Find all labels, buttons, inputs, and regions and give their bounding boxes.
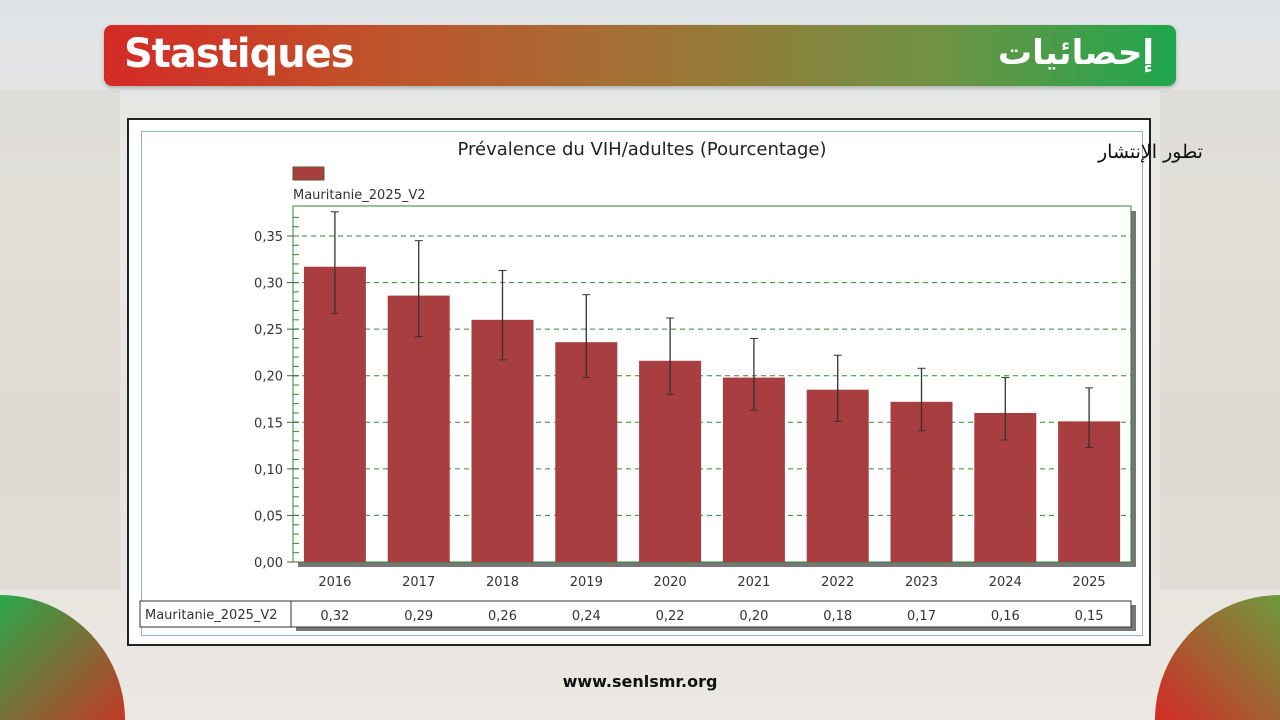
x-tick-label: 2021 xyxy=(737,575,770,590)
legend-label: Mauritanie_2025_V2 xyxy=(293,188,426,203)
x-tick-label: 2025 xyxy=(1073,575,1106,590)
table-value: 0,18 xyxy=(823,609,852,624)
bar-2016 xyxy=(303,266,366,562)
x-tick-label: 2020 xyxy=(654,575,687,590)
background-building xyxy=(1160,90,1280,590)
y-tick-label: 0,15 xyxy=(254,416,283,431)
x-tick-label: 2024 xyxy=(989,575,1022,590)
y-tick-label: 0,10 xyxy=(254,463,283,478)
x-tick-label: 2017 xyxy=(402,575,435,590)
table-value: 0,16 xyxy=(991,609,1020,624)
table-value: 0,22 xyxy=(656,609,685,624)
x-tick-label: 2016 xyxy=(318,575,351,590)
table-value: 0,20 xyxy=(739,609,768,624)
x-tick-label: 2019 xyxy=(570,575,603,590)
bar-2017 xyxy=(387,295,450,562)
table-value: 0,32 xyxy=(320,609,349,624)
table-value: 0,24 xyxy=(572,609,601,624)
table-value: 0,26 xyxy=(488,609,517,624)
table-value: 0,17 xyxy=(907,609,936,624)
y-tick-label: 0,35 xyxy=(254,230,283,245)
y-tick-label: 0,25 xyxy=(254,323,283,338)
banner-title-ar: إحصائيات xyxy=(997,33,1154,73)
data-table-row xyxy=(139,600,1132,628)
y-tick-label: 0,05 xyxy=(254,509,283,524)
x-tick-label: 2018 xyxy=(486,575,519,590)
banner-title-fr: Stastiques xyxy=(124,31,355,77)
x-tick-label: 2023 xyxy=(905,575,938,590)
table-value: 0,29 xyxy=(404,609,433,624)
y-tick-label: 0,00 xyxy=(254,556,283,571)
y-tick-label: 0,20 xyxy=(254,370,283,385)
footer-url: www.senlsmr.org xyxy=(562,672,718,691)
legend-swatch xyxy=(292,166,325,181)
y-tick-label: 0,30 xyxy=(254,277,283,292)
chart-subtitle-ar: تطور الإنتشار xyxy=(1097,141,1203,163)
background-building xyxy=(0,90,120,590)
bar-2019 xyxy=(555,342,618,562)
x-tick-label: 2022 xyxy=(821,575,854,590)
table-value: 0,15 xyxy=(1075,609,1104,624)
chart-title: Prévalence du VIH/adultes (Pourcentage) xyxy=(458,139,827,160)
header-banner: Stastiques إحصائيات xyxy=(104,25,1176,86)
table-row-label: Mauritanie_2025_V2 xyxy=(145,608,278,623)
